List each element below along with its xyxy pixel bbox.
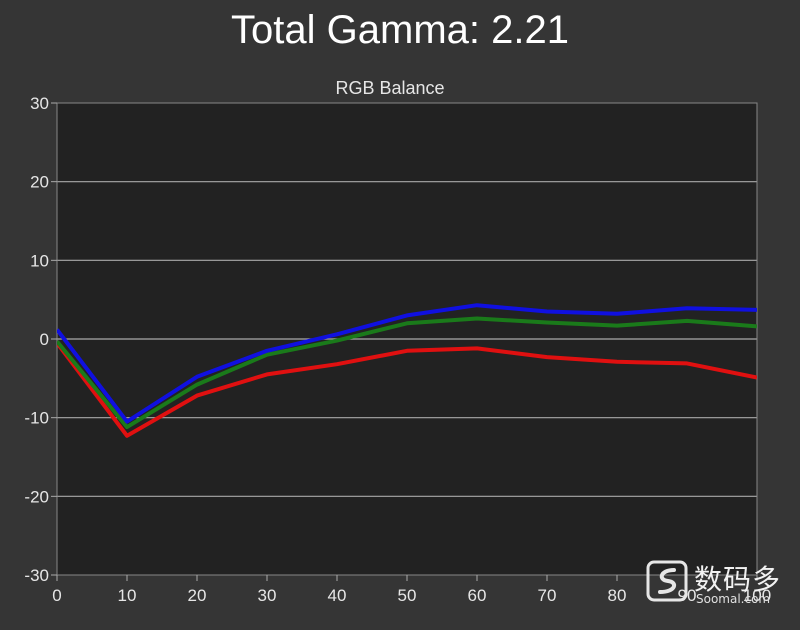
x-tick-label: 30 (258, 586, 277, 605)
gridlines (57, 181, 757, 497)
x-tick-label: 50 (398, 586, 417, 605)
chart-subtitle: RGB Balance (335, 78, 444, 98)
y-tick-label: -10 (24, 409, 49, 428)
x-tick-label: 10 (118, 586, 137, 605)
series-line-1 (57, 316, 757, 430)
y-tick-label: 20 (30, 173, 49, 192)
series-line-0 (57, 341, 757, 438)
watermark-text: 数码多 (694, 563, 782, 596)
series-line-2 (57, 303, 757, 424)
y-tick-label: 10 (30, 251, 49, 270)
y-tick-label: -30 (24, 566, 49, 585)
x-axis: 0 10 20 30 40 50 60 70 80 90 100 (52, 575, 771, 605)
chart-title: Total Gamma: 2.21 (231, 8, 569, 52)
soomal-logo-icon (646, 560, 688, 602)
x-tick-label: 20 (188, 586, 207, 605)
x-tick-label: 60 (468, 586, 487, 605)
x-tick-label: 40 (328, 586, 347, 605)
y-tick-label: 30 (30, 94, 49, 113)
x-tick-label: 80 (608, 586, 627, 605)
watermark-url: Soomal.com (696, 592, 771, 606)
x-tick-label: 70 (538, 586, 557, 605)
y-tick-label: -20 (24, 487, 49, 506)
x-tick-label: 0 (52, 586, 61, 605)
y-tick-label: 0 (40, 330, 49, 349)
x-tick-label: 100 (743, 586, 771, 605)
series-lines (57, 303, 757, 438)
y-axis: 30 20 10 0 -10 -20 -30 (24, 94, 57, 585)
watermark: 数码多 Soomal.com (640, 556, 800, 616)
